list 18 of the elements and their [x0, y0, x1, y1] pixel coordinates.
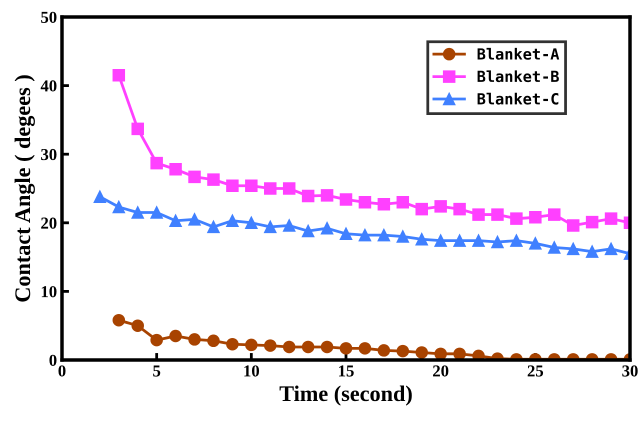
legend-label: Blanket-B: [478, 70, 559, 82]
y-axis-title: Contact Angle ( degees ): [14, 75, 35, 302]
x-tick-label: 0: [58, 365, 66, 377]
legend-label: Blanket-C: [478, 92, 558, 105]
x-axis-title: Time (second): [280, 386, 412, 406]
x-tick-label: 20: [433, 365, 448, 377]
y-tick-label: 20: [41, 218, 57, 229]
y-tick-label: 50: [41, 12, 57, 23]
x-tick-label: 15: [339, 365, 354, 377]
x-tick-label: 10: [244, 365, 260, 377]
y-tick-label: 10: [42, 286, 57, 298]
legend-label: Blanket-A: [478, 48, 560, 60]
y-tick-label: 0: [49, 354, 57, 366]
x-tick-label: 25: [528, 365, 544, 377]
y-tick-label: 30: [41, 148, 57, 160]
y-tick-label: 40: [40, 80, 57, 92]
x-tick-label: 30: [622, 365, 638, 377]
x-tick-label: 5: [153, 366, 160, 377]
